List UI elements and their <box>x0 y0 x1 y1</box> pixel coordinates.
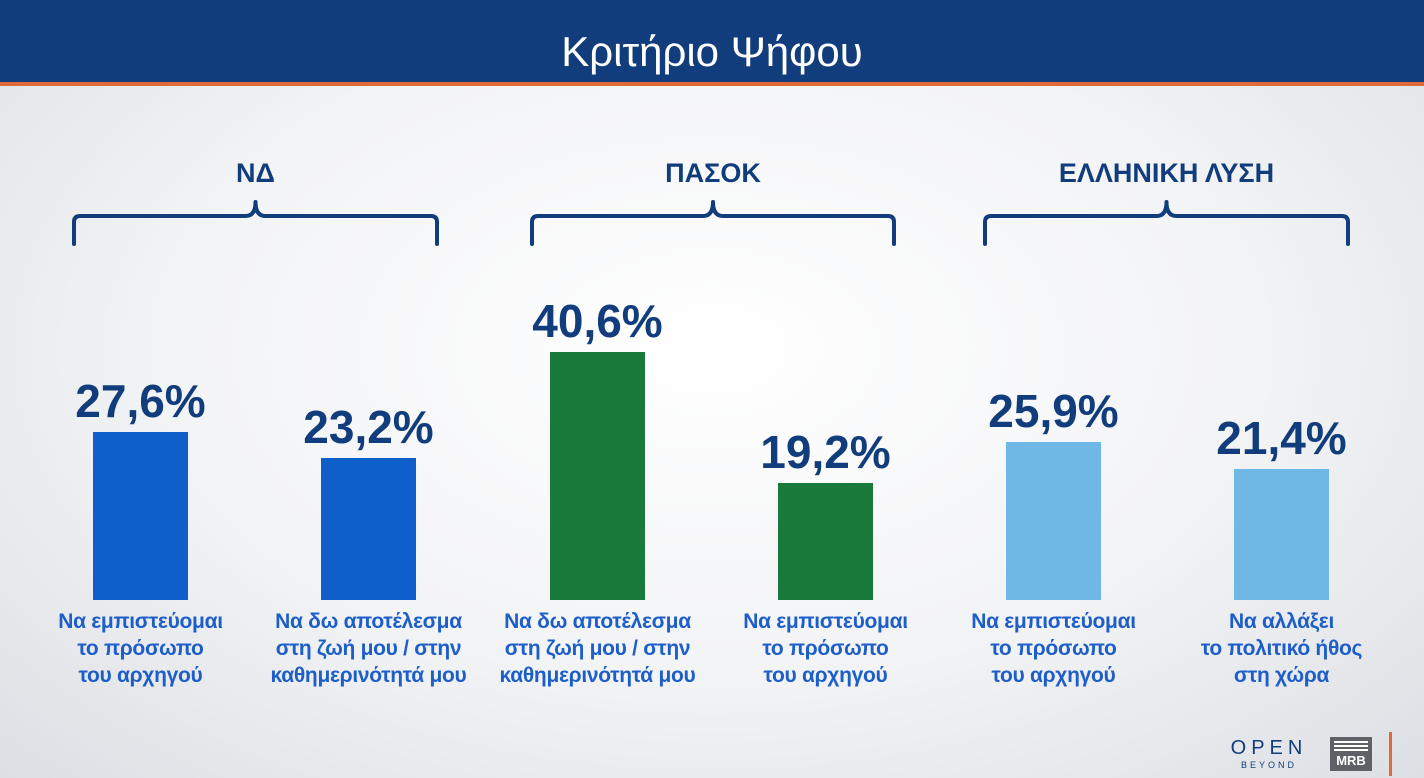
category-label-line: στη χώρα <box>1233 664 1330 687</box>
bar-value-label: 19,2% <box>760 425 891 478</box>
category-label-line: στη ζωή μου / στην <box>504 637 691 660</box>
bar-category-label: Να εμπιστεύομαι το πρόσωπο του αρχηγού <box>21 608 261 689</box>
bar-value-label: 23,2% <box>303 401 434 454</box>
category-label-line: στη ζωή μου / στην <box>275 637 462 660</box>
category-label-line: Να εμπιστεύομαι <box>971 610 1136 633</box>
category-label-line: το πολιτικό ήθος <box>1200 637 1363 660</box>
bar-category-label: Να δω αποτέλεσμα στη ζωή μου / στην καθημε… <box>249 608 489 689</box>
bar <box>1006 442 1101 600</box>
bar <box>1234 469 1329 600</box>
category-label-line: Να δω αποτέλεσμα <box>504 610 691 633</box>
group-brace <box>983 200 1350 246</box>
group-brace <box>72 200 439 246</box>
category-label-line: του αρχηγού <box>763 664 888 687</box>
mrb-logo: MRB <box>1330 737 1372 771</box>
bar-category-label: Να εμπιστεύομαι το πρόσωπο του αρχηγού <box>706 608 946 689</box>
group-brace <box>530 200 896 246</box>
logo-divider <box>1389 732 1392 776</box>
bar-value-label: 27,6% <box>75 374 206 427</box>
bar-category-label: Να εμπιστεύομαι το πρόσωπο του αρχηγού <box>934 608 1174 689</box>
bar-category-label: Να αλλάξει το πολιτικό ήθος στη χώρα <box>1162 608 1402 689</box>
category-label-line: Να εμπιστεύομαι <box>743 610 908 633</box>
group-title: ΝΔ <box>236 158 275 188</box>
bar <box>321 458 416 600</box>
bar <box>778 482 873 600</box>
category-label-line: το πρόσωπο <box>77 637 204 660</box>
open-beyond-tagline: BEYOND <box>1240 760 1297 770</box>
category-label-line: Να δω αποτέλεσμα <box>275 610 462 633</box>
category-label-line: Να αλλάξει <box>1229 610 1334 633</box>
category-label-line: το πρόσωπο <box>990 637 1117 660</box>
open-logo: OPEN <box>1230 737 1308 759</box>
category-label-line: καθημερινότητά μου <box>499 664 696 687</box>
category-label-line: καθημερινότητά μου <box>270 664 467 687</box>
page-title: Κριτήριο Ψήφου <box>561 28 863 75</box>
bar-value-label: 25,9% <box>988 385 1119 437</box>
bar-category-label: Να δω αποτέλεσμα στη ζωή μου / στην καθημε… <box>478 608 718 689</box>
bar-value-label: 21,4% <box>1216 412 1347 465</box>
category-label-line: του αρχηγού <box>991 664 1116 687</box>
bar <box>550 352 645 600</box>
category-label-line: το πρόσωπο <box>762 637 889 660</box>
category-label-line: του αρχηγού <box>78 664 203 687</box>
bar <box>93 431 188 600</box>
header-bar: Κριτήριο Ψήφου <box>0 0 1424 86</box>
bar-value-label: 40,6% <box>532 295 663 348</box>
group-title: ΕΛΛΗΝΙΚΗ ΛΥΣΗ <box>1058 158 1275 188</box>
group-title: ΠΑΣΟΚ <box>665 158 761 188</box>
category-label-line: Να εμπιστεύομαι <box>58 610 223 633</box>
